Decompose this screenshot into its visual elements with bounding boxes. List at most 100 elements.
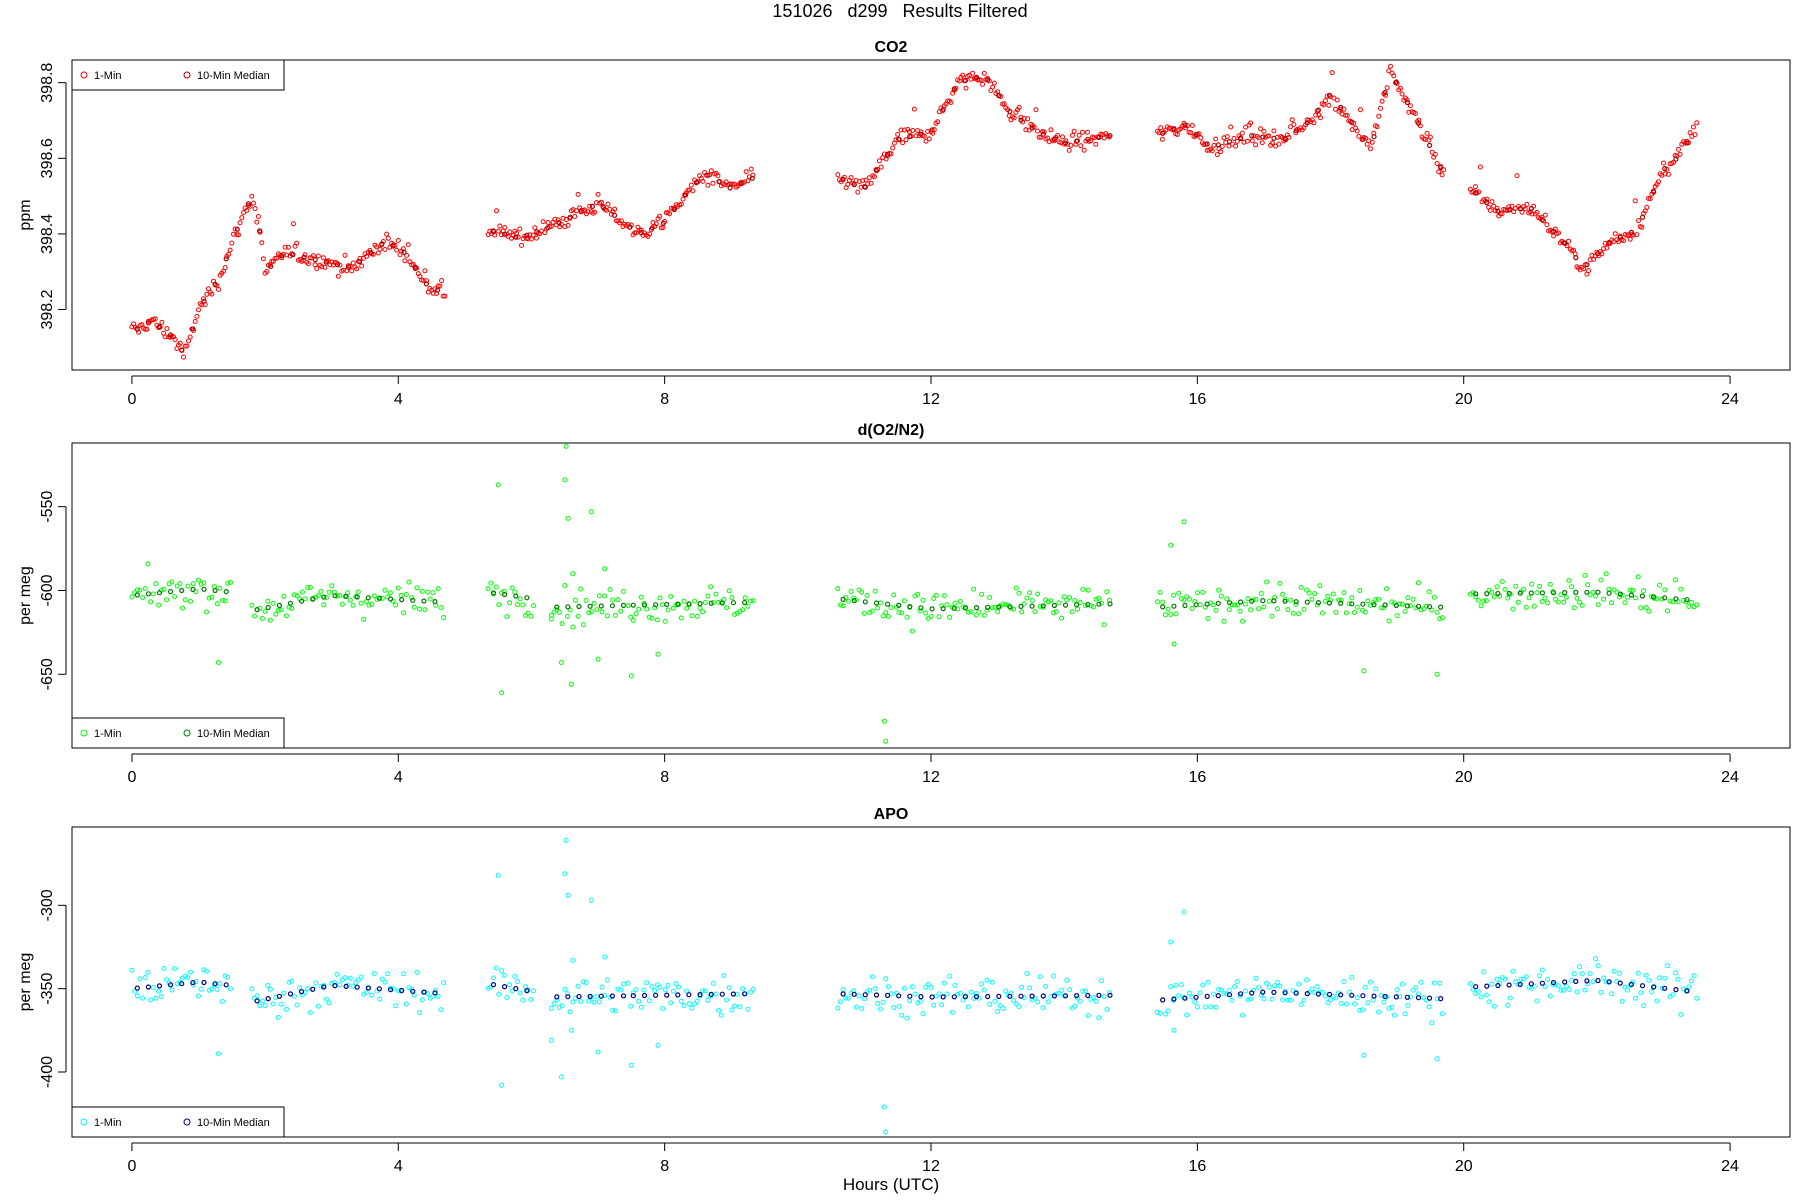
data-point [259, 240, 265, 246]
data-point [1301, 606, 1307, 612]
data-point [1357, 588, 1363, 593]
median-point [1193, 131, 1199, 138]
data-point [1582, 987, 1588, 993]
data-point [901, 598, 907, 604]
data-point [1386, 618, 1392, 624]
data-point [1298, 1002, 1304, 1008]
data-point [876, 158, 882, 164]
data-point [1051, 973, 1056, 979]
legend-label: 10-Min Median [197, 1117, 270, 1129]
data-point [1431, 980, 1437, 986]
data-point [885, 614, 891, 619]
median-point [611, 212, 618, 218]
data-point [349, 268, 355, 274]
data-point [1522, 206, 1528, 212]
data-point [554, 607, 560, 613]
data-point [987, 595, 993, 600]
median-point [652, 992, 659, 998]
data-point [1361, 668, 1367, 674]
data-point [206, 595, 212, 601]
data-point [1541, 218, 1547, 224]
data-point [216, 1051, 221, 1057]
data-point [1242, 988, 1248, 994]
data-point [548, 1037, 554, 1043]
data-point [1407, 603, 1413, 609]
data-point [440, 293, 446, 299]
x-tick-label: 0 [127, 391, 136, 408]
median-point [179, 981, 185, 987]
data-point [285, 244, 291, 250]
data-point [1439, 1011, 1445, 1017]
median-point [388, 987, 394, 993]
data-point [214, 986, 220, 992]
data-point [1099, 978, 1104, 984]
x-tick-label: 20 [1455, 769, 1473, 786]
data-point [1176, 590, 1182, 596]
data-point [1269, 996, 1275, 1002]
data-point [1625, 987, 1630, 993]
data-point [1622, 600, 1628, 606]
data-point [1093, 999, 1099, 1004]
data-point [1338, 1000, 1344, 1006]
data-point [393, 1003, 399, 1009]
data-point [1593, 593, 1599, 599]
data-point [559, 621, 565, 627]
data-point [1598, 577, 1604, 583]
x-tick-label: 20 [1455, 391, 1473, 408]
median-point [1673, 156, 1679, 162]
data-point [216, 660, 221, 665]
data-point [1258, 126, 1264, 132]
median-point [145, 320, 151, 326]
data-point [636, 998, 642, 1004]
median-point [697, 991, 703, 998]
data-point [871, 174, 877, 180]
median-point [434, 287, 441, 293]
data-point [1563, 594, 1569, 600]
data-point [438, 1007, 444, 1013]
data-point [1209, 148, 1215, 154]
data-point [1676, 146, 1681, 152]
data-point [1662, 587, 1668, 593]
data-point [494, 208, 499, 214]
median-point [1029, 125, 1035, 131]
data-point [1309, 986, 1315, 992]
data-point [575, 191, 581, 197]
median-point [1349, 992, 1355, 998]
data-point [1593, 956, 1599, 962]
median-point [1040, 603, 1046, 609]
data-point [1436, 169, 1442, 175]
data-point [393, 602, 399, 608]
median-point [1062, 993, 1069, 999]
median-point [1315, 107, 1322, 113]
data-point [896, 1003, 902, 1009]
x-tick-label: 0 [127, 1158, 136, 1175]
data-point [358, 600, 364, 606]
data-point [164, 597, 170, 603]
data-point [1688, 978, 1694, 984]
data-point [612, 206, 618, 212]
data-point [729, 595, 735, 600]
data-point [1075, 995, 1080, 1001]
median-point [179, 587, 185, 594]
data-point [1333, 609, 1339, 615]
data-point [1627, 236, 1633, 242]
data-point [1354, 604, 1360, 610]
data-point [1577, 599, 1583, 605]
data-point [1513, 583, 1519, 589]
data-point [599, 984, 605, 990]
median-point [1293, 599, 1299, 605]
data-point [227, 247, 233, 253]
data-point [1587, 257, 1593, 263]
data-point [740, 607, 746, 613]
data-point [992, 998, 998, 1004]
data-point [528, 997, 534, 1002]
data-point [989, 605, 995, 611]
data-point [1647, 196, 1653, 202]
median-point [212, 281, 218, 287]
x-tick-label: 0 [127, 769, 136, 786]
data-point [1234, 602, 1240, 608]
data-point [900, 140, 906, 146]
median-point [587, 603, 593, 609]
data-point [1529, 581, 1535, 587]
data-point [1080, 129, 1085, 135]
